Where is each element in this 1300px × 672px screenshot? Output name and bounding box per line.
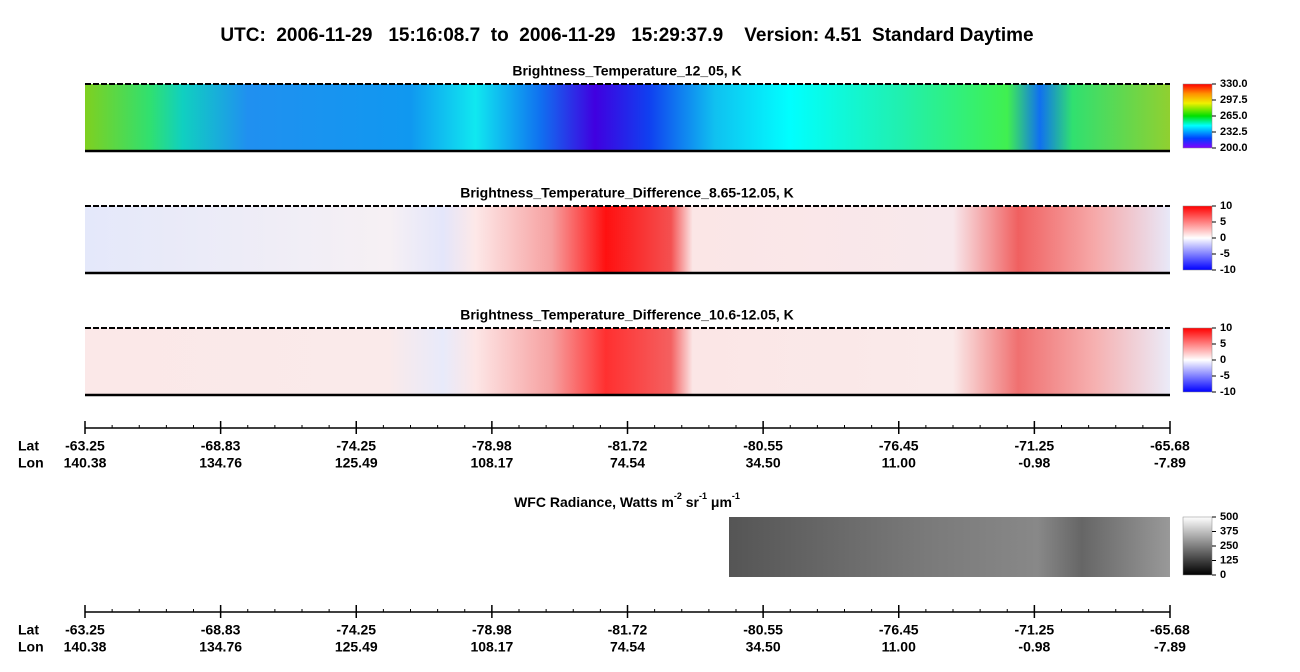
- lon-label: Lon: [18, 455, 44, 471]
- lat-value: -80.55: [743, 622, 783, 638]
- lon-value: -7.89: [1154, 455, 1186, 471]
- lat-value: -65.68: [1150, 438, 1190, 454]
- colorbar-tick-label: 297.5: [1220, 94, 1248, 106]
- lon-value: 11.00: [882, 455, 916, 471]
- lon-value: 140.38: [64, 455, 107, 471]
- colorbar-tick-label: 375: [1220, 525, 1238, 537]
- panel-title: Brightness_Temperature_12_05, K: [512, 63, 741, 79]
- lat-value: -81.72: [608, 622, 648, 638]
- lon-value: 125.49: [335, 455, 378, 471]
- lat-value: -63.25: [65, 622, 105, 638]
- colorbar-tick-label: 0: [1220, 569, 1226, 581]
- lon-value: 11.00: [882, 639, 916, 655]
- lon-value: 74.54: [610, 639, 645, 655]
- lon-value: 74.54: [610, 455, 645, 471]
- title-part: sr: [682, 494, 700, 510]
- lon-value: -7.89: [1154, 639, 1186, 655]
- lat-value: -76.45: [879, 438, 919, 454]
- lon-value: 134.76: [199, 455, 242, 471]
- title-part: WFC Radiance, Watts m: [514, 494, 674, 510]
- panel-image: [85, 84, 1170, 151]
- lat-value: -65.68: [1150, 622, 1190, 638]
- colorbar-tick-label: 232.5: [1220, 126, 1248, 138]
- lat-value: -71.25: [1015, 438, 1055, 454]
- colorbar-tick-label: 0: [1220, 354, 1226, 366]
- panel-image: [85, 206, 1170, 273]
- panel-image: [85, 328, 1170, 395]
- lon-value: 108.17: [470, 455, 513, 471]
- lat-value: -81.72: [608, 438, 648, 454]
- lon-value: -0.98: [1018, 639, 1050, 655]
- colorbar-tick-label: 10: [1220, 322, 1232, 334]
- lat-label: Lat: [18, 622, 39, 638]
- colorbar-tick-label: 0: [1220, 232, 1226, 244]
- colorbar-tick-label: 5: [1220, 338, 1226, 350]
- lon-value: 34.50: [746, 639, 781, 655]
- colorbar: [1182, 83, 1213, 149]
- lat-label: Lat: [18, 438, 39, 454]
- colorbar-tick-label: -10: [1220, 264, 1236, 276]
- lon-value: 34.50: [746, 455, 781, 471]
- colorbar-tick-label: 265.0: [1220, 110, 1248, 122]
- title-sup: -1: [699, 491, 707, 501]
- lat-value: -78.98: [472, 438, 512, 454]
- colorbar-tick-label: -10: [1220, 386, 1236, 398]
- colorbar-tick-label: 125: [1220, 554, 1238, 566]
- lon-label: Lon: [18, 639, 44, 655]
- lat-value: -80.55: [743, 438, 783, 454]
- wfc-image: [729, 517, 1170, 577]
- lat-value: -74.25: [336, 438, 376, 454]
- lon-value: 108.17: [470, 639, 513, 655]
- colorbar-tick-label: 5: [1220, 216, 1226, 228]
- colorbar: [1182, 205, 1213, 271]
- colorbar: [1182, 327, 1213, 393]
- panel-title: Brightness_Temperature_Difference_10.6-1…: [460, 307, 794, 323]
- colorbar: [1182, 516, 1213, 576]
- colorbar-tick-label: -5: [1220, 248, 1230, 260]
- colorbar-tick-label: 500: [1220, 511, 1238, 523]
- lon-value: -0.98: [1018, 455, 1050, 471]
- title-sup: -2: [674, 491, 682, 501]
- lon-value: 125.49: [335, 639, 378, 655]
- colorbar-tick-label: 250: [1220, 540, 1238, 552]
- colorbar-tick-label: 200.0: [1220, 142, 1248, 154]
- lat-value: -74.25: [336, 622, 376, 638]
- panel-title: Brightness_Temperature_Difference_8.65-1…: [460, 185, 794, 201]
- wfc-title: WFC Radiance, Watts m-2 sr-1 μm-1: [514, 491, 740, 509]
- colorbar-tick-label: 10: [1220, 200, 1232, 212]
- page-title: UTC: 2006-11-29 15:16:08.7 to 2006-11-29…: [220, 25, 1033, 46]
- colorbar-tick-label: -5: [1220, 370, 1230, 382]
- lon-value: 140.38: [64, 639, 107, 655]
- lat-value: -71.25: [1015, 622, 1055, 638]
- lat-value: -68.83: [201, 438, 241, 454]
- title-sup: -1: [732, 491, 740, 501]
- lon-value: 134.76: [199, 639, 242, 655]
- lat-value: -76.45: [879, 622, 919, 638]
- title-part: μm: [707, 494, 732, 510]
- lat-value: -63.25: [65, 438, 105, 454]
- lat-value: -78.98: [472, 622, 512, 638]
- lat-value: -68.83: [201, 622, 241, 638]
- colorbar-tick-label: 330.0: [1220, 78, 1248, 90]
